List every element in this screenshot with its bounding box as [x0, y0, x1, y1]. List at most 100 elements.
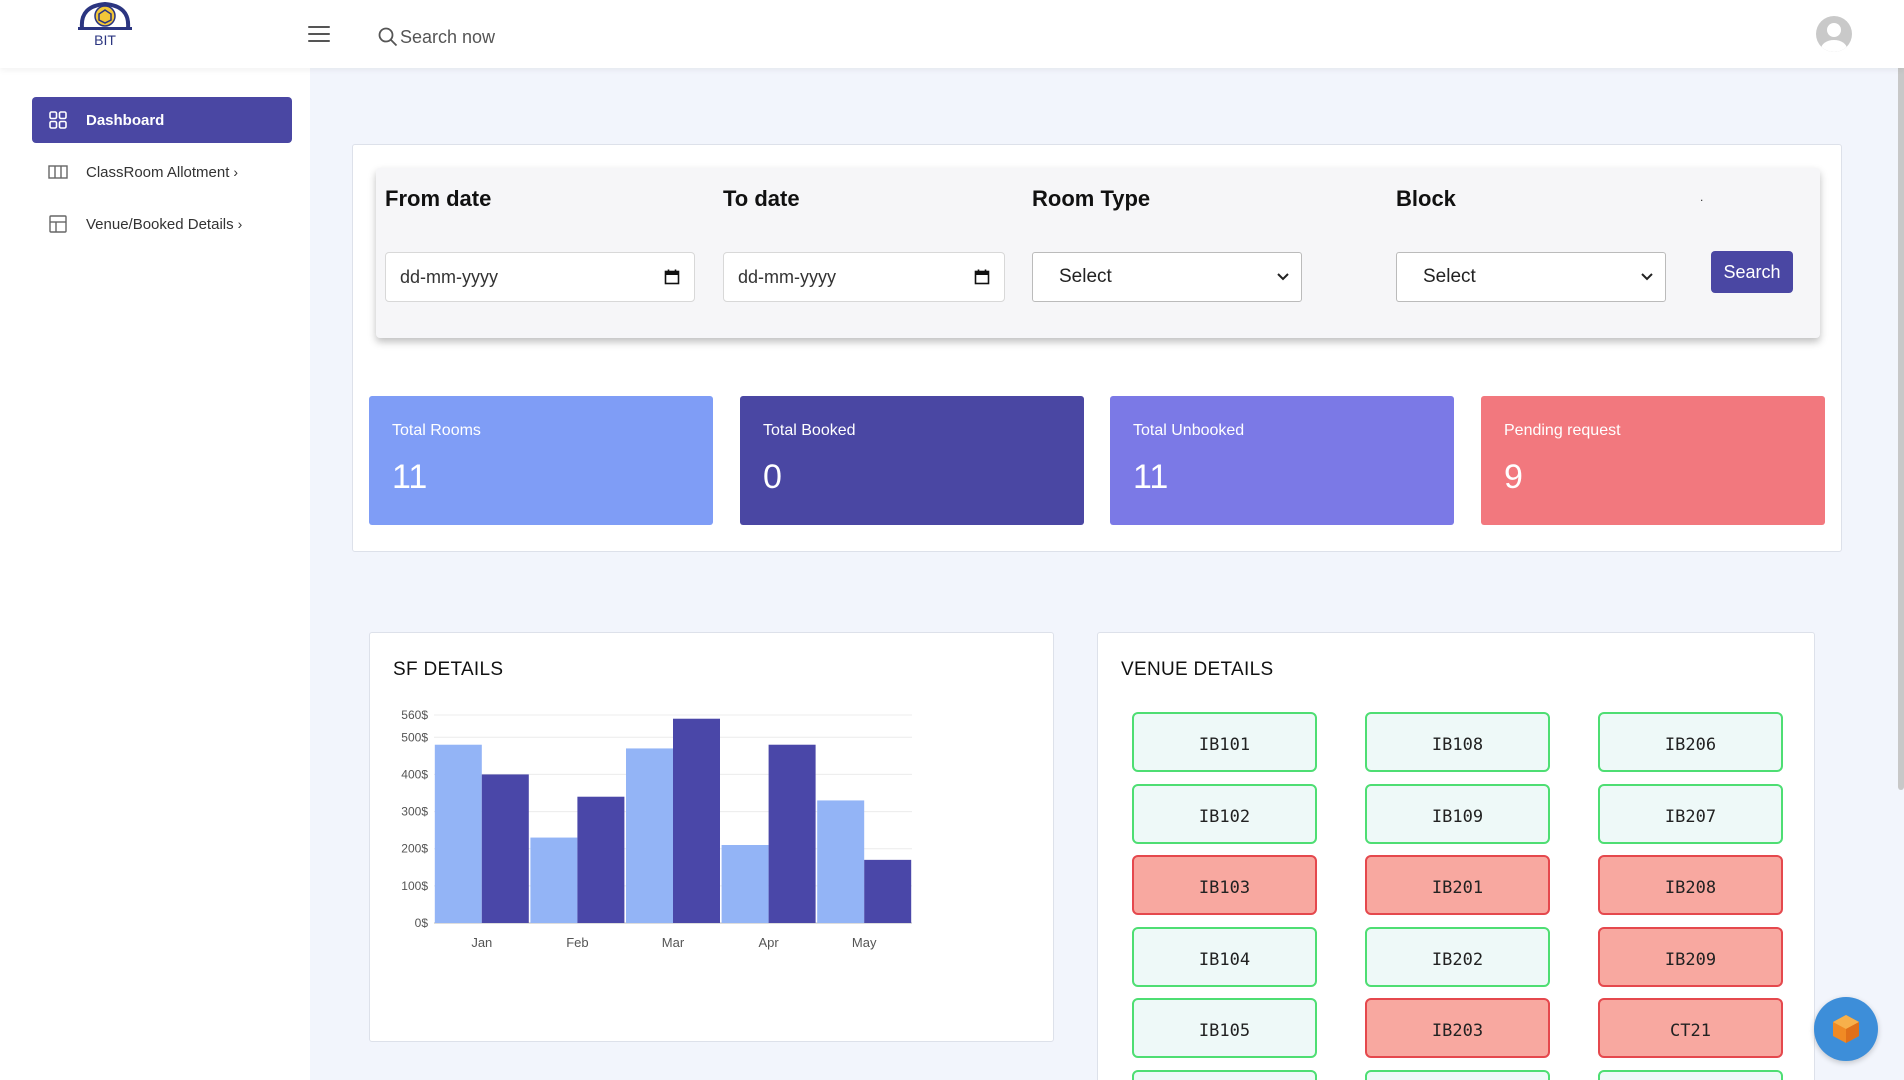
room-type-select[interactable]: Select	[1032, 252, 1302, 302]
search-button[interactable]: Search	[1711, 251, 1793, 293]
calendar-icon[interactable]	[974, 269, 990, 285]
venue-room-ib203[interactable]: IB203	[1365, 998, 1550, 1058]
hamburger-menu-icon[interactable]	[308, 26, 330, 44]
to-date-input[interactable]: dd-mm-yyyy	[723, 252, 1005, 302]
search-input[interactable]	[398, 26, 738, 48]
sidebar-item-venue-booked-details[interactable]: Venue/Booked Details ›	[32, 201, 292, 247]
bar-mar-series-1	[626, 748, 673, 923]
venue-details-card: VENUE DETAILS IB101 IB108 IB206 IB102 IB109 I…	[1097, 632, 1815, 1080]
stat-card-pending-request: Pending request 9	[1481, 396, 1825, 525]
venue-room-ib207[interactable]: IB207	[1598, 784, 1783, 844]
y-tick-label: 200$	[401, 842, 428, 856]
venue-room-partial[interactable]	[1365, 1070, 1550, 1080]
venue-room-ib201[interactable]: IB201	[1365, 855, 1550, 915]
y-tick-label: 300$	[401, 805, 428, 819]
room-type-value: Select	[1059, 266, 1112, 287]
bar-may-series-1	[817, 800, 865, 923]
y-tick-label: 400$	[401, 767, 428, 781]
floating-help-button[interactable]	[1814, 997, 1878, 1061]
venue-room-ib102[interactable]: IB102	[1132, 784, 1317, 844]
chevron-down-icon	[1641, 273, 1653, 281]
venue-room-ib101[interactable]: IB101	[1132, 712, 1317, 772]
stat-label: Total Unbooked	[1133, 422, 1245, 439]
x-tick-label: Jan	[471, 935, 492, 950]
logo-text: BIT	[94, 32, 116, 48]
stray-dot: .	[1700, 190, 1704, 204]
venue-details-title: VENUE DETAILS	[1121, 659, 1274, 680]
y-tick-label: 500$	[401, 730, 428, 744]
stat-label: Pending request	[1504, 422, 1621, 439]
venue-room-ib104[interactable]: IB104	[1132, 927, 1317, 987]
sidebar: Dashboard ClassRoom Allotment › Venue/Bo…	[0, 68, 310, 1080]
bar-may-series-2	[864, 859, 912, 923]
venue-room-ib206[interactable]: IB206	[1598, 712, 1783, 772]
sidebar-item-dashboard[interactable]: Dashboard	[32, 97, 292, 143]
stat-label: Total Rooms	[392, 422, 481, 439]
y-tick-label: 100$	[401, 879, 428, 893]
venue-room-ct21[interactable]: CT21	[1598, 998, 1783, 1058]
venue-room-partial[interactable]	[1132, 1070, 1317, 1080]
bar-apr-series-2	[768, 744, 816, 923]
block-value: Select	[1423, 266, 1476, 287]
stat-value: 11	[1133, 458, 1169, 496]
chevron-right-icon: ›	[233, 164, 239, 180]
sf-bar-chart: 0$ 100$ 200$ 300$ 400$ 500$ 560$ Jan Feb Mar Apr Ma…	[401, 708, 912, 950]
user-icon	[1821, 23, 1847, 52]
from-date-label: From date	[385, 186, 492, 211]
venue-room-ib109[interactable]: IB109	[1365, 784, 1550, 844]
venue-room-partial[interactable]	[1598, 1070, 1783, 1080]
venue-room-ib105[interactable]: IB105	[1132, 998, 1317, 1058]
sidebar-item-label: Dashboard	[86, 111, 165, 129]
sf-details-title: SF DETAILS	[393, 659, 504, 680]
to-date-value: dd-mm-yyyy	[738, 266, 836, 287]
venue-room-ib202[interactable]: IB202	[1365, 927, 1550, 987]
top-header: BIT	[0, 0, 1904, 68]
from-date-input[interactable]: dd-mm-yyyy	[385, 252, 695, 302]
bar-feb-series-2	[577, 796, 625, 923]
chevron-right-icon: ›	[237, 216, 243, 232]
x-tick-label: Mar	[662, 935, 685, 950]
x-tick-label: May	[852, 935, 877, 950]
sidebar-item-classroom-allotment[interactable]: ClassRoom Allotment ›	[32, 149, 292, 195]
logo-emblem-icon	[78, 1, 132, 30]
user-avatar[interactable]	[1816, 16, 1852, 52]
x-tick-label: Feb	[566, 935, 588, 950]
calendar-icon[interactable]	[664, 269, 680, 285]
table-icon	[48, 214, 68, 234]
sidebar-item-label: ClassRoom Allotment	[86, 163, 230, 181]
bar-jan-series-2	[481, 774, 529, 923]
y-tick-label: 560$	[401, 708, 428, 722]
sf-details-card: SF DETAILS 0$ 100$ 200$ 300$ 400$ 500$ 560$ Jan…	[369, 632, 1054, 1042]
columns-icon	[48, 162, 68, 182]
stat-value: 9	[1504, 458, 1523, 496]
room-type-label: Room Type	[1032, 186, 1151, 211]
venue-room-ib209[interactable]: IB209	[1598, 927, 1783, 987]
block-label: Block	[1396, 186, 1456, 211]
stat-card-total-rooms: Total Rooms 11	[369, 396, 713, 525]
chevron-down-icon	[1277, 273, 1289, 281]
x-tick-label: Apr	[758, 935, 779, 950]
logo[interactable]: BIT	[68, 0, 142, 56]
sidebar-item-label: Venue/Booked Details	[86, 215, 234, 233]
venue-room-ib108[interactable]: IB108	[1365, 712, 1550, 772]
y-tick-label: 0$	[415, 916, 429, 930]
bar-mar-series-2	[673, 718, 720, 923]
grid-icon	[48, 110, 68, 130]
page-scrollbar[interactable]	[1898, 0, 1904, 790]
venue-room-ib208[interactable]: IB208	[1598, 855, 1783, 915]
block-select[interactable]: Select	[1396, 252, 1666, 302]
bar-jan-series-1	[434, 744, 482, 923]
stat-card-total-booked: Total Booked 0	[740, 396, 1084, 525]
cube-icon	[1833, 1015, 1859, 1043]
bar-feb-series-1	[530, 837, 578, 923]
stat-value: 0	[763, 458, 782, 496]
stat-value: 11	[392, 458, 428, 496]
venue-room-ib103[interactable]: IB103	[1132, 855, 1317, 915]
bar-apr-series-1	[721, 845, 769, 923]
search-icon[interactable]	[378, 27, 398, 47]
stat-label: Total Booked	[763, 422, 856, 439]
to-date-label: To date	[723, 186, 800, 211]
stat-card-total-unbooked: Total Unbooked 11	[1110, 396, 1454, 525]
from-date-value: dd-mm-yyyy	[400, 266, 498, 287]
search-bar	[378, 22, 738, 52]
